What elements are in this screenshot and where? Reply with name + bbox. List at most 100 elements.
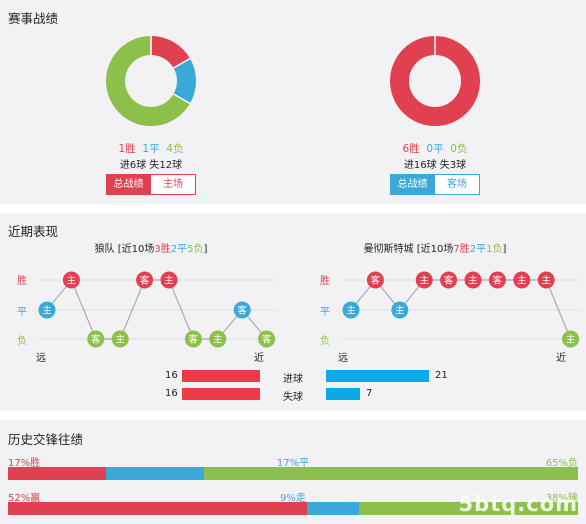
right-form-point-circle <box>366 271 384 289</box>
right-form-point-label: 主 <box>517 275 527 287</box>
right-form-point-circle <box>440 271 458 289</box>
right-form-point: 主 <box>415 271 433 289</box>
left-record-donut <box>106 36 196 126</box>
left-summary-post: ] <box>203 244 208 255</box>
right-form-point: 客 <box>440 271 458 289</box>
right-summary-draws: 2平 <box>469 244 487 255</box>
right-form-point-circle <box>537 271 555 289</box>
right-win-count: 6胜 <box>402 143 420 155</box>
left-loss-count: 4负 <box>166 143 184 155</box>
left-form-point-label: 客 <box>91 334 101 346</box>
left-form-point-circle <box>209 330 227 348</box>
left-form-point-label: 主 <box>67 275 77 287</box>
right-form-point: 主 <box>537 271 555 289</box>
history-section-title: 历史交锋往绩 <box>8 432 84 447</box>
right-form-point-label: 主 <box>346 305 356 317</box>
left-win-count: 1胜 <box>118 143 136 155</box>
record-section-title: 赛事战绩 <box>8 11 59 26</box>
left-form-point-label: 客 <box>140 275 150 287</box>
right-recent-summary: 曼彻斯特城 [近10场7胜2平1负] <box>284 240 586 255</box>
right-form-point-circle <box>464 271 482 289</box>
left-summary-wins: 3胜 <box>154 244 171 255</box>
right-form-line <box>350 279 572 340</box>
history-row1-draw-text: 17%平 <box>276 458 310 469</box>
right-tab-away[interactable]: 客场 <box>434 174 480 195</box>
right-record-donut <box>390 36 480 126</box>
right-form-point: 主 <box>513 271 531 289</box>
left-form-point-circle <box>62 271 80 289</box>
right-summary-wins: 7胜 <box>453 244 470 255</box>
right-form-point: 主 <box>342 301 360 319</box>
left-form-point-circle <box>258 330 276 348</box>
left-scored-value: 16 <box>165 370 178 381</box>
goals-conceded-label: 失球 <box>283 392 303 403</box>
left-team-name: 狼队 <box>94 244 115 255</box>
right-form-point-circle <box>513 271 531 289</box>
right-form-point-label: 主 <box>419 275 429 287</box>
left-summary-draws: 2平 <box>170 244 188 255</box>
right-conceded-bar <box>326 388 360 400</box>
left-form-point-label: 客 <box>189 334 199 346</box>
left-form-point-circle <box>160 271 178 289</box>
right-form-point-circle <box>562 330 580 348</box>
right-form-chart: 主客主主客主客主主主 <box>341 271 581 348</box>
left-form-point: 主 <box>160 271 178 289</box>
right-far-label: 远 <box>338 353 348 364</box>
right-loss-count: 0负 <box>450 143 468 155</box>
right-ylabel-win: 胜 <box>320 276 330 287</box>
history-row1-bar <box>8 467 578 480</box>
right-form-point: 主 <box>562 330 580 348</box>
right-form-point-label: 主 <box>395 305 405 317</box>
left-form-point-circle <box>38 301 56 319</box>
left-form-point-label: 客 <box>262 334 272 346</box>
left-form-point-circle <box>233 301 251 319</box>
history-row2-bar <box>8 502 578 515</box>
right-draw-count: 0平 <box>426 143 444 155</box>
left-summary-losses: 5负 <box>187 244 204 255</box>
left-conceded-value: 16 <box>165 388 178 399</box>
right-goals-summary: 进16球 失3球 <box>403 160 467 171</box>
right-form-point-label: 客 <box>444 275 454 287</box>
right-record-counts: 6胜 0平 0负 <box>284 141 586 156</box>
left-form-point: 客 <box>258 330 276 348</box>
left-scored-bar <box>182 370 260 382</box>
right-ylabel-draw: 平 <box>320 307 330 318</box>
right-scored-bar <box>326 370 429 382</box>
left-donut-draw-slice <box>173 58 196 104</box>
left-form-point-circle <box>136 271 154 289</box>
right-form-point-circle <box>342 301 360 319</box>
recent-section-title: 近期表现 <box>8 224 59 239</box>
right-form-point-circle <box>391 301 409 319</box>
left-form-point: 客 <box>233 301 251 319</box>
history-row2-win-text: 52%赢 <box>8 493 41 504</box>
left-goals-summary: 进6球 失12球 <box>119 160 183 171</box>
right-form-point-label: 主 <box>468 275 478 287</box>
left-recent-summary: 狼队 [近10场3胜2平5负] <box>0 240 302 255</box>
left-form-point-circle <box>111 330 129 348</box>
right-form-point: 主 <box>391 301 409 319</box>
record-panel: 赛事战绩 1胜 1平 4负 进6球 失12球 总战绩 主场 6胜 0平 0负 进… <box>0 0 586 204</box>
right-form-point: 主 <box>464 271 482 289</box>
history-row2-draw-segment <box>307 502 360 515</box>
right-summary-post: ] <box>502 244 507 255</box>
history-row1-loss-segment <box>203 467 578 480</box>
history-row2-draw-text: 9%走 <box>280 493 306 504</box>
history-row1-win-segment <box>8 467 106 480</box>
left-tab-home[interactable]: 主场 <box>150 174 196 195</box>
left-donut-win-slice <box>150 36 190 69</box>
goals-scored-label: 进球 <box>283 374 303 385</box>
left-far-label: 远 <box>36 353 46 364</box>
left-form-chart: 主主客 主客 主客 主客客 <box>37 271 277 348</box>
left-form-point: 客 <box>136 271 154 289</box>
right-form-point-label: 主 <box>541 275 551 287</box>
left-form-point-label: 主 <box>164 275 174 287</box>
history-row2-loss-text: 38%输 <box>545 493 578 504</box>
left-conceded-bar <box>182 388 260 400</box>
left-form-point: 主 <box>38 301 56 319</box>
left-tab-overall[interactable]: 总战绩 <box>106 174 151 195</box>
left-form-point: 主 <box>111 330 129 348</box>
right-tab-overall[interactable]: 总战绩 <box>390 174 435 195</box>
right-team-name: 曼彻斯特城 <box>363 244 414 255</box>
left-donut-loss-slice <box>106 36 190 126</box>
right-form-point-label: 客 <box>493 275 503 287</box>
